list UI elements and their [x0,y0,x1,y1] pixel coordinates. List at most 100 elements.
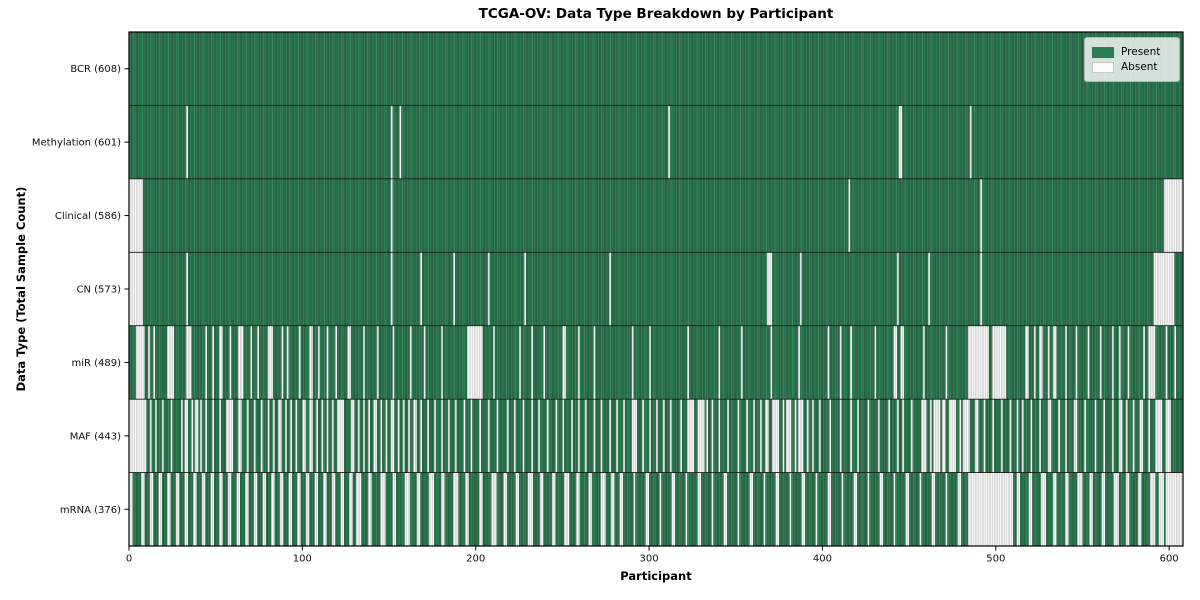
absent-cells-mRNA [945,472,948,546]
absent-cells-MAF [326,399,329,473]
absent-cells-MAF [267,399,270,473]
absent-cells-miR [335,325,338,400]
absent-cells-MAF [933,399,941,473]
absent-cells-MAF [867,399,870,473]
chart-title: TCGA-OV: Data Type Breakdown by Particip… [478,6,834,22]
absent-cells-mRNA [1089,472,1093,546]
absent-cells-miR [326,325,329,400]
absent-cells-mRNA [193,472,197,546]
absent-cells-mRNA [576,472,580,546]
absent-cells-mRNA [479,472,483,546]
absent-cells-MAF [302,399,306,473]
absent-cells-MAF [447,399,450,473]
y-tick-label-BCR: BCR (608) [70,64,121,75]
absent-cells-MAF [290,399,292,473]
absent-cells-mRNA [314,472,318,546]
absent-cells-mRNA [697,472,702,546]
absent-cells-MAF [746,399,748,473]
absent-cells-MAF [538,399,540,473]
absent-cells-CN [453,252,455,326]
present-cells-miR [129,325,1183,400]
absent-cells-mRNA [149,472,154,546]
absent-cells-MAF [357,399,360,473]
absent-cells-MAF [1118,399,1123,473]
absent-cells-mRNA [879,472,884,546]
absent-cells-miR [298,325,301,400]
absent-cells-miR [309,325,313,400]
absent-cells-MAF [1111,399,1114,473]
absent-cells-mRNA [453,472,459,546]
absent-cells-miR [347,325,351,400]
absent-cells-MAF [380,399,383,473]
absent-cells-MAF [896,399,899,473]
absent-cells-CN [980,252,982,326]
absent-cells-miR [770,325,773,400]
absent-cells-miR [531,325,533,400]
absent-cells-miR [257,325,260,400]
absent-cells-miR [1165,325,1168,400]
x-tick-label-500: 500 [986,554,1005,565]
absent-cells-MAF [441,399,443,473]
absent-cells-miR [281,325,284,400]
absent-cells-mRNA [711,472,714,546]
absent-cells-MAF [155,399,157,473]
absent-cells-Methylation [668,105,670,179]
absent-cells-Clinical [848,178,851,253]
absent-cells-MAF [839,399,842,473]
absent-cells-miR [945,325,948,400]
y-tick-label-MAF: MAF (443) [70,431,121,442]
absent-cells-MAF [772,399,780,473]
absent-cells-MAF [727,399,729,473]
absent-cells-mRNA [236,472,240,546]
absent-cells-miR [1127,325,1130,400]
absent-cells-MAF [363,399,365,473]
absent-cells-mRNA [323,472,327,546]
absent-cells-MAF [470,399,473,473]
absent-cells-mRNA [527,472,533,546]
absent-cells-MAF [921,399,927,473]
absent-cells-miR [839,325,842,400]
absent-cells-MAF [506,399,509,473]
absent-cells-mRNA [271,472,275,546]
absent-cells-MAF [1016,399,1019,473]
absent-cells-miR [1111,325,1114,400]
absent-cells-mRNA [1125,472,1130,546]
absent-cells-mRNA [827,472,832,546]
absent-cells-MAF [546,399,549,473]
present-cells-BCR [129,32,1183,106]
absent-cells-mRNA [1150,472,1156,546]
absent-cells-MAF [184,399,188,473]
present-cells-CN [129,252,1183,326]
absent-cells-miR [850,325,852,400]
absent-cells-miR [798,325,800,400]
absent-cells-MAF [948,399,956,473]
absent-cells-CN [487,252,490,326]
absent-cells-MAF [782,399,785,473]
x-tick-label-400: 400 [813,554,832,565]
absent-cells-MAF [219,399,221,473]
absent-cells-Methylation [399,105,402,179]
row-CN [129,252,1183,326]
absent-cells-MAF [212,399,214,473]
absent-cells-miR [409,325,412,400]
absent-cells-miR [1099,325,1102,400]
legend-item-absent: Absent [1092,61,1170,73]
absent-cells-MAF [1009,399,1012,473]
absent-cells-mRNA [515,472,520,546]
legend: Present Absent [1084,37,1180,82]
absent-cells-MAF [272,399,275,473]
absent-cells-MAF [205,399,208,473]
absent-cells-mRNA [968,472,1014,546]
absent-cells-MAF [496,399,499,473]
absent-cells-mRNA [288,472,292,546]
absent-cells-miR [363,325,365,400]
absent-cells-Clinical [129,178,143,253]
row-miR [129,325,1183,400]
absent-cells-miR [1148,325,1156,400]
absent-cells-MAF [850,399,852,473]
absent-cells-MAF [942,399,946,473]
absent-cells-mRNA [1165,472,1183,546]
absent-cells-mRNA [737,472,740,546]
absent-cells-MAF [794,399,797,473]
absent-cells-miR [718,325,721,400]
